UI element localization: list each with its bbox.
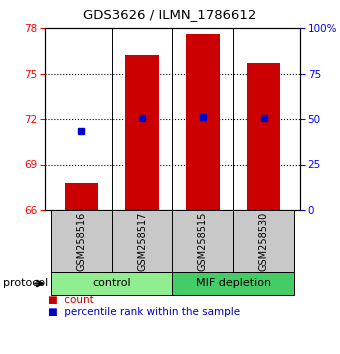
Bar (125, 55, 159, 210)
Text: ■  percentile rank within the sample: ■ percentile rank within the sample (48, 307, 240, 317)
Text: GSM258517: GSM258517 (137, 211, 147, 271)
Bar (233, 210, 294, 272)
Text: GDS3626 / ILMN_1786612: GDS3626 / ILMN_1786612 (83, 8, 257, 21)
Bar (112, 210, 172, 272)
Bar (51, 210, 112, 272)
Text: MIF depletion: MIF depletion (195, 279, 271, 289)
Text: GSM258515: GSM258515 (198, 211, 208, 271)
Text: control: control (92, 279, 131, 289)
Bar (172, 210, 233, 272)
Bar (51, 272, 172, 295)
Bar (247, 63, 280, 210)
Bar (65, 183, 98, 210)
Bar (186, 34, 220, 210)
Text: GSM258516: GSM258516 (76, 211, 86, 270)
Bar (172, 272, 294, 295)
Text: protocol: protocol (3, 279, 49, 289)
Text: ■  count: ■ count (48, 295, 94, 305)
Text: GSM258530: GSM258530 (259, 211, 269, 270)
